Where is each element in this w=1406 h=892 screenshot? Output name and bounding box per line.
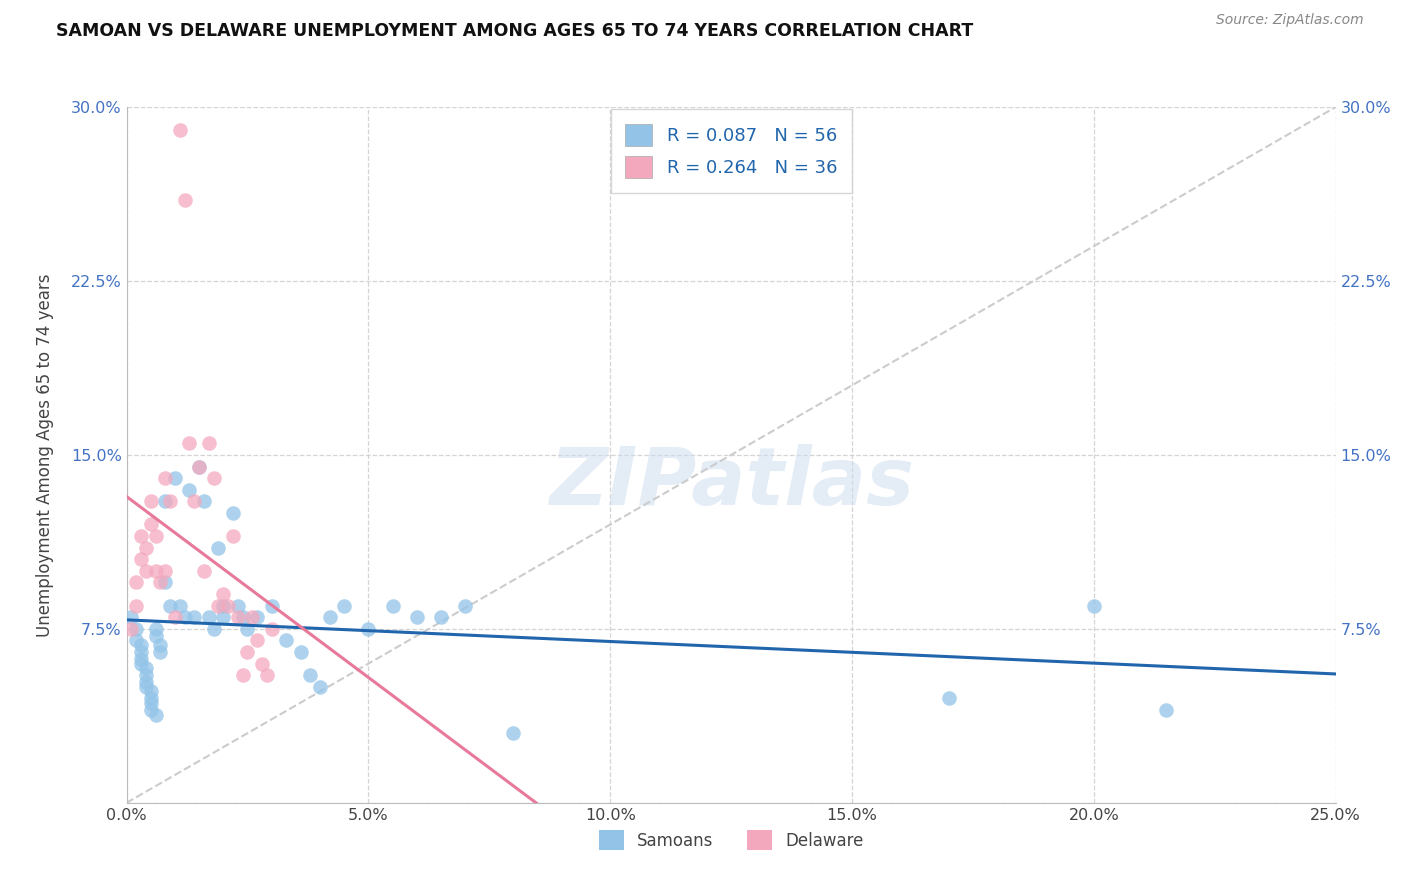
Point xyxy=(125,633,148,648)
Point xyxy=(236,645,259,659)
Text: Source: ZipAtlas.com: Source: ZipAtlas.com xyxy=(1216,13,1364,28)
Point xyxy=(120,610,142,624)
Point xyxy=(145,529,167,543)
Legend: Samoans, Delaware: Samoans, Delaware xyxy=(592,823,870,857)
Point xyxy=(226,599,249,613)
Point xyxy=(155,471,177,485)
Point xyxy=(232,610,254,624)
Text: ZIPatlas: ZIPatlas xyxy=(548,443,914,522)
Point xyxy=(333,599,356,613)
Point xyxy=(256,668,278,682)
Point xyxy=(139,494,162,508)
Point xyxy=(212,587,235,601)
Point xyxy=(212,599,235,613)
Point xyxy=(155,575,177,590)
Point xyxy=(179,436,201,450)
Point xyxy=(207,599,229,613)
Point xyxy=(232,668,254,682)
Point xyxy=(169,599,191,613)
Point xyxy=(139,691,162,706)
Point xyxy=(135,541,157,555)
Point xyxy=(188,459,211,474)
Point xyxy=(139,696,162,710)
Point xyxy=(135,680,157,694)
Point xyxy=(135,675,157,690)
Point xyxy=(173,610,195,624)
Point xyxy=(183,610,205,624)
Point xyxy=(197,436,219,450)
Point xyxy=(139,703,162,717)
Point xyxy=(202,622,225,636)
Point xyxy=(212,610,235,624)
Point xyxy=(240,610,263,624)
Point xyxy=(145,622,167,636)
Point xyxy=(129,652,152,666)
Point xyxy=(139,517,162,532)
Point xyxy=(159,494,181,508)
Point xyxy=(125,599,148,613)
Point xyxy=(125,575,148,590)
Point xyxy=(135,661,157,675)
Point xyxy=(430,610,453,624)
Point xyxy=(145,707,167,722)
Point xyxy=(120,622,142,636)
Point xyxy=(309,680,332,694)
Point xyxy=(139,684,162,698)
Point xyxy=(145,629,167,643)
Point xyxy=(246,633,269,648)
Point xyxy=(129,645,152,659)
Point xyxy=(188,459,211,474)
Point xyxy=(135,668,157,682)
Point xyxy=(207,541,229,555)
Point xyxy=(381,599,404,613)
Text: SAMOAN VS DELAWARE UNEMPLOYMENT AMONG AGES 65 TO 74 YEARS CORRELATION CHART: SAMOAN VS DELAWARE UNEMPLOYMENT AMONG AG… xyxy=(56,22,973,40)
Point xyxy=(299,668,322,682)
Point xyxy=(226,610,249,624)
Point xyxy=(1083,599,1105,613)
Point xyxy=(129,529,152,543)
Point xyxy=(149,638,172,652)
Point xyxy=(197,610,219,624)
Point xyxy=(193,564,215,578)
Point xyxy=(149,575,172,590)
Point xyxy=(135,564,157,578)
Point xyxy=(217,599,239,613)
Point xyxy=(179,483,201,497)
Point xyxy=(236,622,259,636)
Point xyxy=(357,622,380,636)
Point xyxy=(454,599,477,613)
Point xyxy=(149,645,172,659)
Point xyxy=(318,610,340,624)
Point xyxy=(405,610,427,624)
Point xyxy=(155,494,177,508)
Point xyxy=(260,599,283,613)
Point xyxy=(290,645,312,659)
Point xyxy=(276,633,298,648)
Point xyxy=(163,471,186,485)
Point xyxy=(159,599,181,613)
Point xyxy=(193,494,215,508)
Point xyxy=(502,726,524,740)
Point xyxy=(163,610,186,624)
Point xyxy=(173,193,195,207)
Point xyxy=(129,638,152,652)
Point xyxy=(125,622,148,636)
Point xyxy=(938,691,960,706)
Point xyxy=(129,552,152,566)
Point xyxy=(250,657,273,671)
Point xyxy=(222,506,245,520)
Point xyxy=(260,622,283,636)
Point xyxy=(155,564,177,578)
Point xyxy=(202,471,225,485)
Point xyxy=(222,529,245,543)
Point xyxy=(1156,703,1178,717)
Y-axis label: Unemployment Among Ages 65 to 74 years: Unemployment Among Ages 65 to 74 years xyxy=(37,273,55,637)
Point xyxy=(145,564,167,578)
Point xyxy=(183,494,205,508)
Point xyxy=(169,123,191,137)
Point xyxy=(129,657,152,671)
Point xyxy=(246,610,269,624)
